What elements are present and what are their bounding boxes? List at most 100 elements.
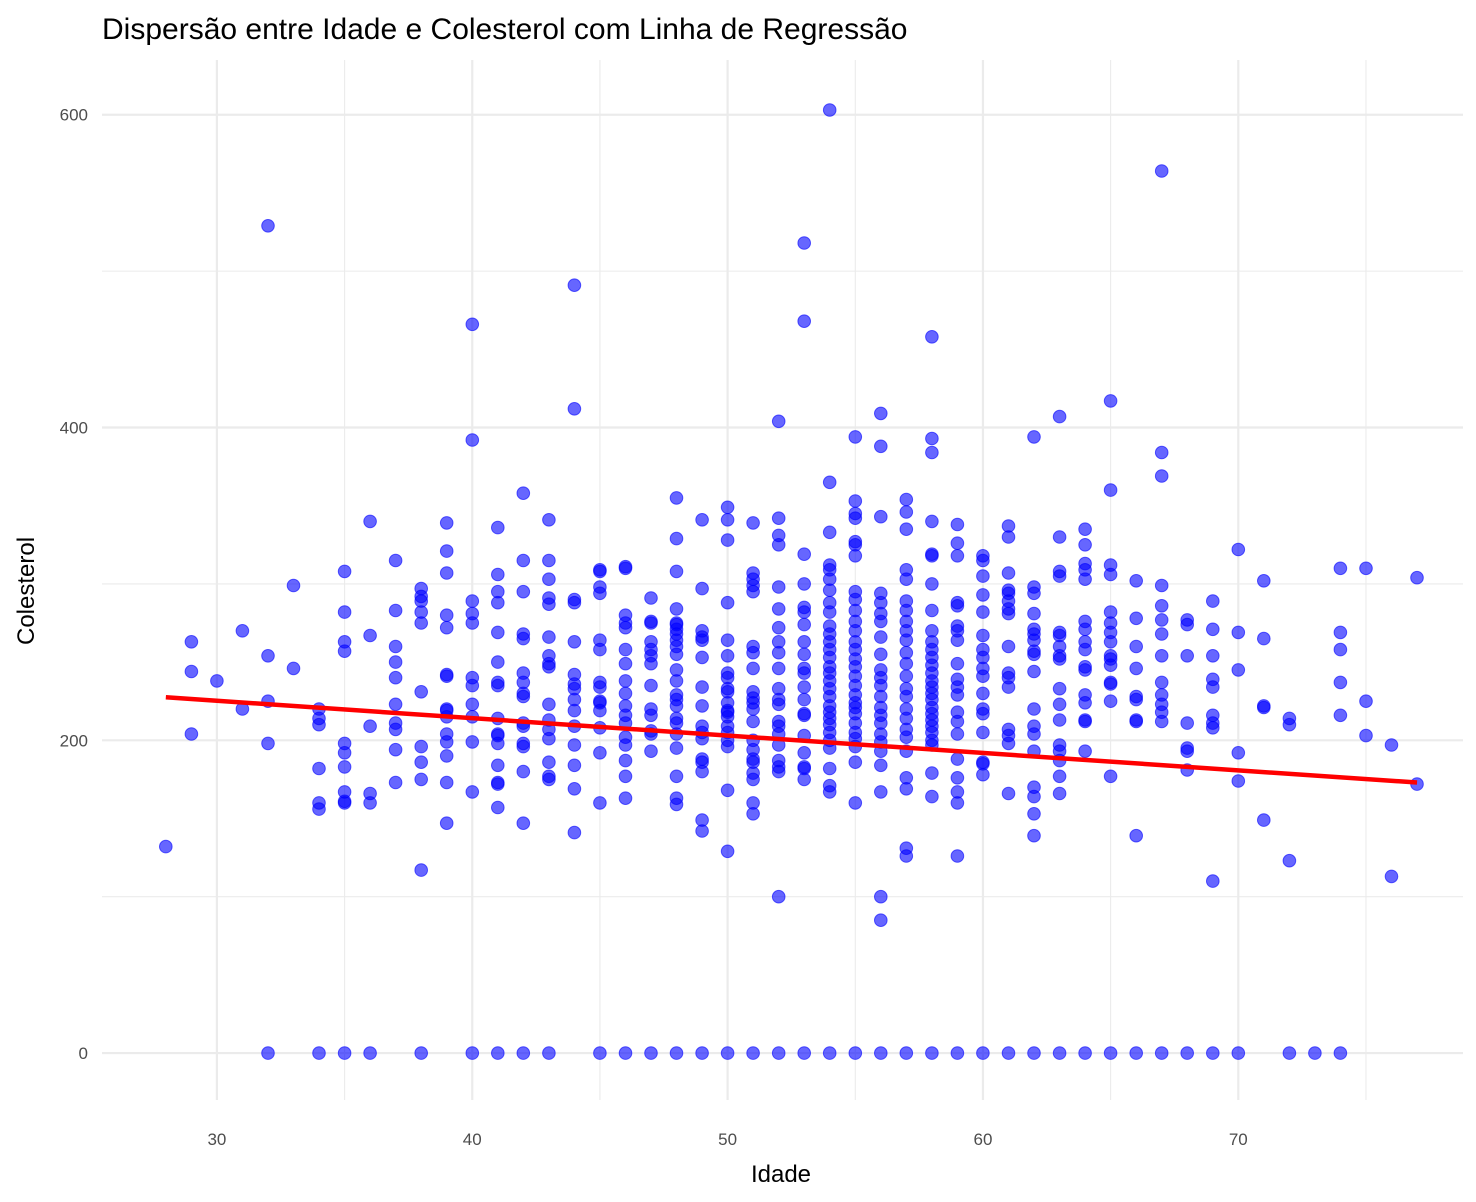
data-point <box>618 686 633 701</box>
data-point <box>491 758 505 773</box>
data-point <box>1154 649 1169 663</box>
data-point <box>822 558 837 572</box>
data-point <box>925 514 939 529</box>
data-point <box>899 645 914 660</box>
data-point <box>1333 675 1348 690</box>
data-point <box>542 630 556 644</box>
data-point <box>771 661 786 676</box>
data-point <box>874 586 888 601</box>
data-point <box>261 219 275 233</box>
data-point <box>976 588 990 602</box>
data-point <box>720 783 735 798</box>
data-point <box>261 649 275 663</box>
data-point <box>567 635 582 649</box>
data-point <box>822 761 837 776</box>
data-point <box>337 605 352 619</box>
data-point <box>1359 694 1373 709</box>
data-point <box>618 674 633 688</box>
data-point <box>1333 625 1348 640</box>
data-point <box>746 566 760 580</box>
data-point <box>1001 666 1016 680</box>
data-point <box>669 663 684 677</box>
data-point <box>797 314 812 329</box>
data-point <box>976 549 990 563</box>
data-point <box>542 572 556 587</box>
data-point <box>465 317 480 332</box>
data-point <box>491 800 505 815</box>
data-point <box>950 849 965 863</box>
data-point <box>874 509 888 524</box>
data-point <box>491 655 505 669</box>
data-point <box>848 796 863 810</box>
data-point <box>516 553 531 568</box>
data-point <box>874 913 888 928</box>
data-point <box>950 1046 965 1060</box>
data-point <box>286 578 301 593</box>
regression-line <box>165 695 1418 785</box>
data-point <box>644 591 658 605</box>
data-point <box>644 744 658 759</box>
data-point <box>976 569 990 583</box>
x-tick-labels: 30 40 50 60 70 <box>207 1130 1247 1149</box>
data-point <box>695 581 709 596</box>
data-point <box>618 699 633 713</box>
data-point <box>414 772 429 787</box>
data-point <box>1078 538 1092 552</box>
data-point <box>822 475 837 490</box>
data-point <box>669 711 684 726</box>
data-point <box>261 1046 275 1060</box>
data-point <box>542 513 556 527</box>
data-point <box>414 581 429 596</box>
data-point <box>822 1046 837 1060</box>
data-point <box>618 1046 633 1060</box>
chart-title: Dispersão entre Idade e Colesterol com L… <box>102 13 907 46</box>
y-axis-title: Colesterol <box>13 537 40 645</box>
data-point <box>797 661 812 676</box>
data-point <box>542 755 556 770</box>
data-point <box>899 563 914 577</box>
data-point <box>695 650 709 665</box>
data-point <box>235 624 250 638</box>
data-point <box>542 697 556 712</box>
data-point <box>925 577 939 591</box>
data-point <box>1206 649 1220 663</box>
data-point <box>439 816 454 831</box>
data-point <box>925 766 939 780</box>
data-point <box>644 1046 658 1060</box>
data-point <box>1257 631 1271 646</box>
data-point <box>1078 556 1092 571</box>
data-point <box>950 536 965 551</box>
data-point <box>439 608 454 623</box>
data-point <box>848 506 863 521</box>
data-point <box>1206 874 1220 888</box>
data-point <box>388 603 403 618</box>
data-point <box>337 736 352 751</box>
data-point <box>976 725 990 740</box>
data-point <box>1078 688 1092 702</box>
data-point <box>567 825 582 840</box>
data-point <box>644 702 658 716</box>
data-point <box>593 1046 607 1060</box>
data-point <box>644 678 658 693</box>
data-point <box>1078 744 1092 759</box>
data-point <box>1180 741 1194 755</box>
data-point <box>874 439 888 454</box>
data-point <box>1027 1046 1041 1060</box>
data-point <box>950 771 965 785</box>
data-point <box>797 236 812 250</box>
data-point <box>822 525 837 540</box>
data-point <box>465 1046 480 1060</box>
data-point <box>210 674 224 688</box>
data-point <box>771 511 786 526</box>
data-point <box>618 730 633 745</box>
data-point <box>1333 708 1348 723</box>
data-point <box>363 628 377 643</box>
data-point <box>439 702 454 716</box>
data-point <box>1129 639 1143 654</box>
data-point <box>695 1046 709 1060</box>
data-point <box>1103 649 1118 663</box>
data-point <box>771 889 786 904</box>
x-tick-label: 30 <box>207 1130 226 1149</box>
data-point <box>1154 578 1169 593</box>
data-point <box>491 625 505 640</box>
